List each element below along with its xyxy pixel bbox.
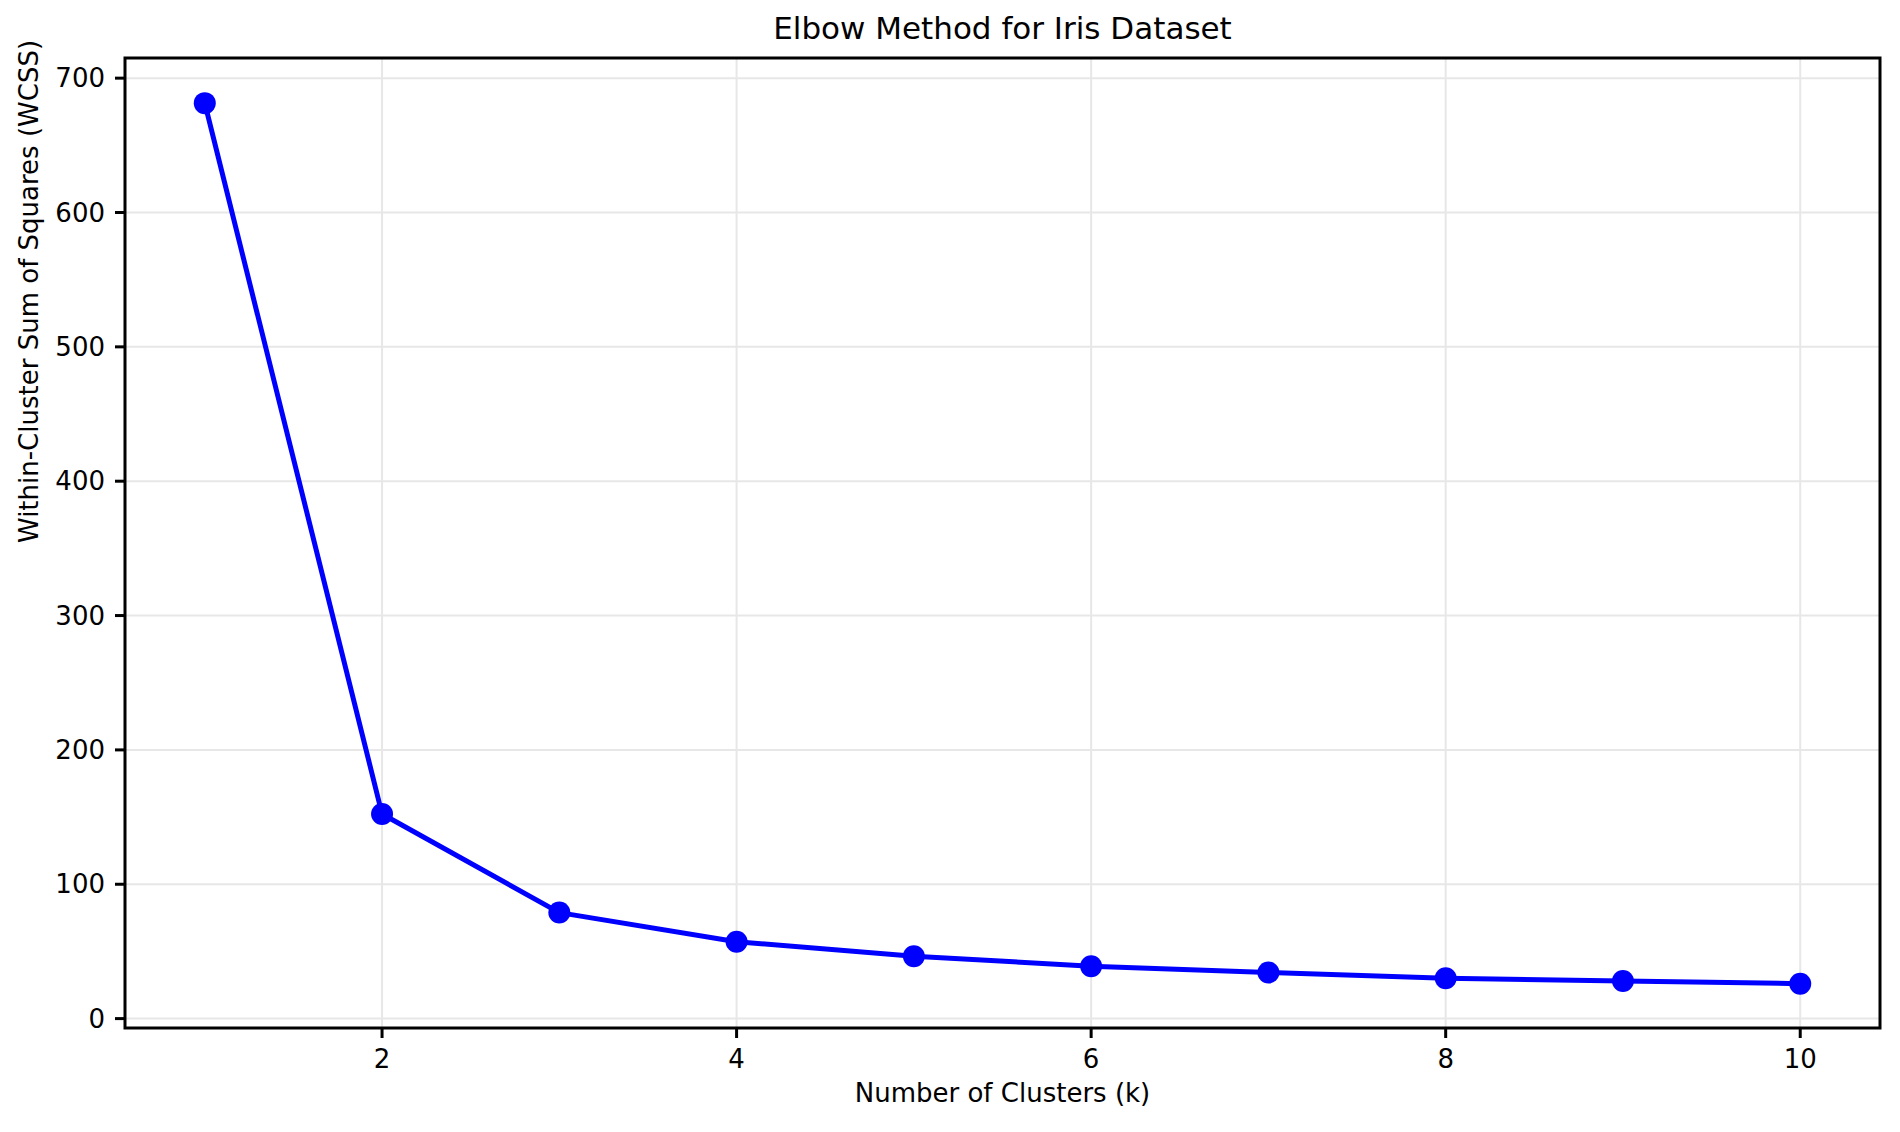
data-point xyxy=(1257,962,1279,984)
y-tick-label: 400 xyxy=(55,466,105,496)
y-tick-label: 200 xyxy=(55,735,105,765)
data-point xyxy=(1080,955,1102,977)
y-tick-label: 600 xyxy=(55,198,105,228)
line-chart: 2468100100200300400500600700 xyxy=(0,0,1900,1132)
series-line xyxy=(205,103,1800,984)
y-tick-label: 300 xyxy=(55,601,105,631)
figure: Elbow Method for Iris Dataset Within-Clu… xyxy=(0,0,1900,1132)
x-tick-label: 2 xyxy=(374,1044,391,1074)
x-tick-label: 4 xyxy=(728,1044,745,1074)
x-tick-label: 10 xyxy=(1784,1044,1817,1074)
x-tick-label: 8 xyxy=(1437,1044,1454,1074)
data-point xyxy=(1789,973,1811,995)
data-point xyxy=(548,902,570,924)
data-point xyxy=(371,803,393,825)
data-point xyxy=(194,92,216,114)
data-point xyxy=(726,931,748,953)
data-point xyxy=(1435,967,1457,989)
y-tick-label: 700 xyxy=(55,63,105,93)
y-tick-label: 500 xyxy=(55,332,105,362)
plot-border xyxy=(125,58,1880,1028)
data-point xyxy=(903,945,925,967)
y-tick-label: 0 xyxy=(88,1004,105,1034)
y-tick-label: 100 xyxy=(55,869,105,899)
x-tick-label: 6 xyxy=(1083,1044,1100,1074)
data-point xyxy=(1612,970,1634,992)
